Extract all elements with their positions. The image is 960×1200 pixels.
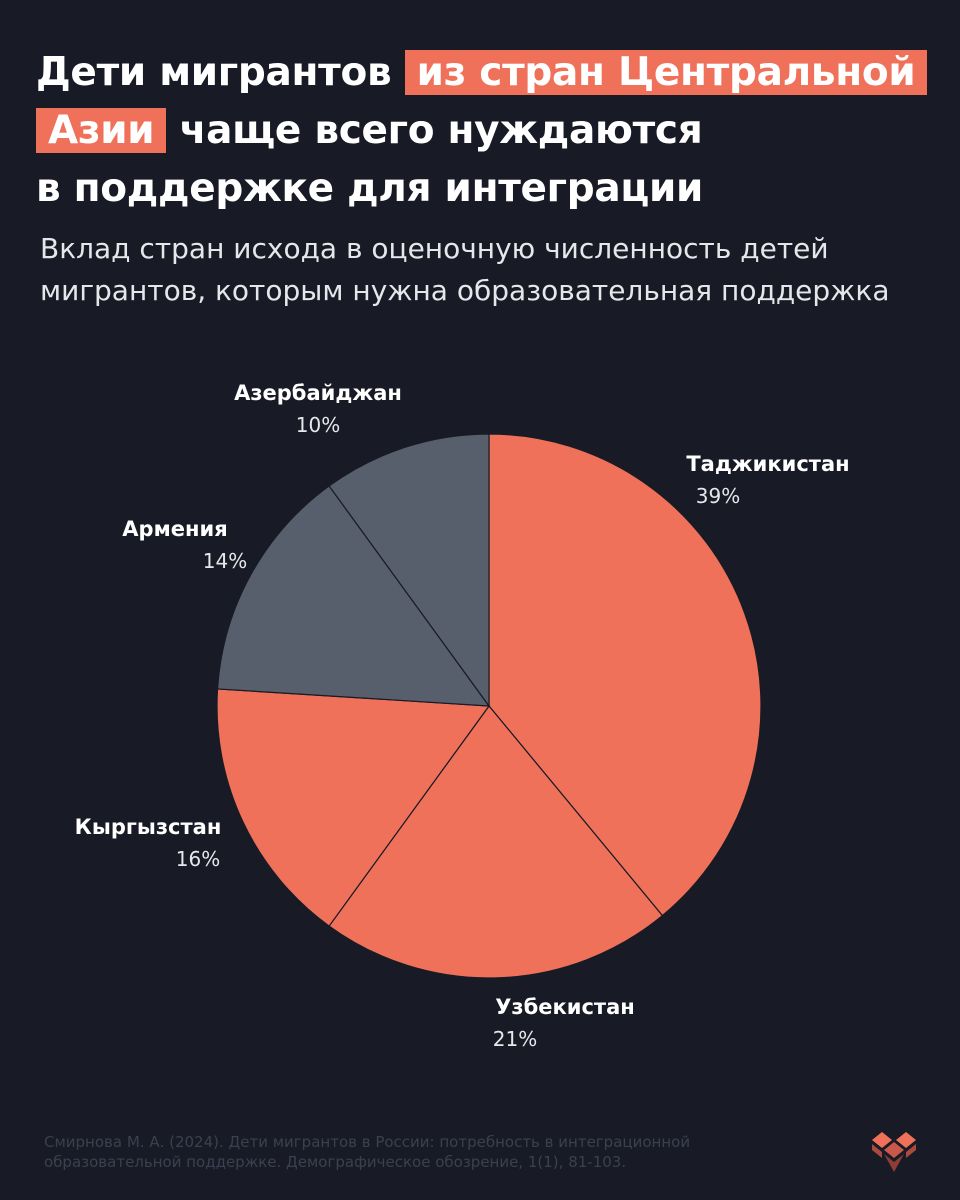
pie-slice: [328, 705, 664, 979]
slice-value-label: 16%: [176, 847, 220, 871]
slice-value-label: 14%: [203, 549, 247, 573]
slice-value-label: 21%: [493, 1027, 537, 1051]
chart-subtitle: Вклад стран исхода в оценочную численнос…: [40, 228, 920, 312]
subtitle-line: мигрантов, которым нужна образовательная…: [40, 274, 890, 307]
title-line-3: в поддержке для интеграции: [36, 160, 936, 218]
pie-slice: [216, 688, 491, 927]
title-line-1: Дети мигрантов из стран Центральной: [36, 44, 936, 102]
slice-label: Кыргызстан: [75, 815, 222, 839]
slice-value-label: 10%: [296, 413, 340, 437]
title-highlight: из стран Центральной: [404, 50, 928, 95]
source-line: образовательной поддержке. Демографическ…: [44, 1153, 627, 1171]
title-text: Дети мигрантов: [36, 50, 392, 95]
title-text: чаще всего нуждаются: [179, 108, 703, 153]
title-text: в поддержке для интеграции: [36, 166, 704, 211]
slice-label: Таджикистан: [686, 452, 849, 476]
slice-label: Армения: [122, 517, 227, 541]
slice-value-label: 39%: [696, 484, 740, 508]
heart-blocks-logo-icon: [872, 1132, 916, 1172]
title-line-2: Азии чаще всего нуждаются: [36, 102, 936, 160]
title-highlight: Азии: [36, 108, 167, 153]
source-citation: Смирнова М. А. (2024). Дети мигрантов в …: [44, 1132, 804, 1172]
slice-label: Узбекистан: [495, 995, 635, 1019]
source-line: Смирнова М. А. (2024). Дети мигрантов в …: [44, 1133, 691, 1151]
subtitle-line: Вклад стран исхода в оценочную численнос…: [40, 232, 829, 265]
pie-slice: [216, 485, 491, 707]
pie-slice: [328, 433, 490, 708]
chart-title: Дети мигрантов из стран Центральной Азии…: [36, 44, 936, 218]
pie-slice: [488, 433, 762, 917]
slice-label: Азербайджан: [234, 381, 402, 405]
